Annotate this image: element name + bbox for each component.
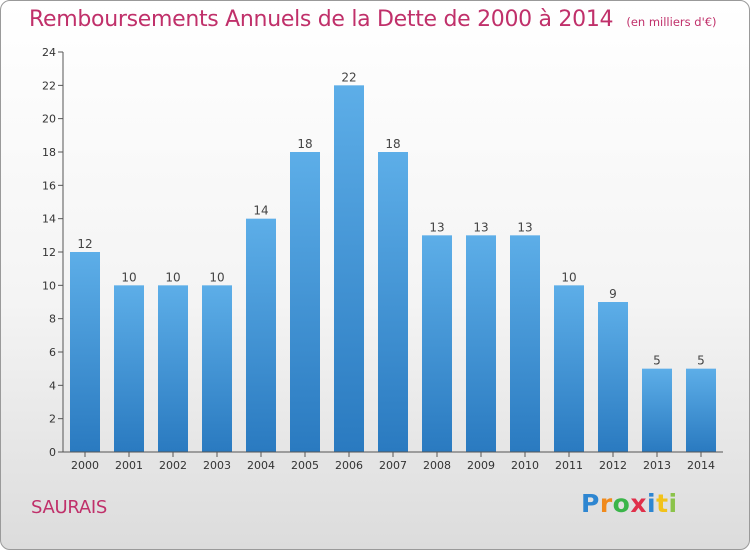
- y-tick-label-6: 6: [49, 346, 56, 359]
- data-label-2003: 10: [209, 270, 224, 284]
- data-label-2012: 9: [609, 287, 617, 301]
- x-tick-label-2002: 2002: [159, 459, 187, 472]
- bar-2012: [598, 302, 628, 452]
- data-label-2000: 12: [77, 237, 92, 251]
- logo-letter: i: [647, 489, 657, 518]
- logo-letter: x: [630, 489, 647, 518]
- bar-2002: [158, 285, 188, 452]
- chart-title: Remboursements Annuels de la Dette de 20…: [29, 7, 717, 32]
- data-label-2009: 13: [473, 220, 488, 234]
- y-tick-label-8: 8: [49, 313, 56, 326]
- data-label-2004: 14: [253, 204, 268, 218]
- bar-2006: [334, 85, 364, 452]
- logo-letter: i: [668, 489, 678, 518]
- data-label-2001: 10: [121, 270, 136, 284]
- x-tick-label-2003: 2003: [203, 459, 231, 472]
- y-tick-label-4: 4: [49, 379, 56, 392]
- x-tick-label-2008: 2008: [423, 459, 451, 472]
- data-label-2013: 5: [653, 354, 661, 368]
- x-tick-label-2007: 2007: [379, 459, 407, 472]
- data-label-2002: 10: [165, 270, 180, 284]
- bar-2008: [422, 235, 452, 452]
- y-tick-label-14: 14: [42, 213, 56, 226]
- x-tick-label-2013: 2013: [643, 459, 671, 472]
- bar-2005: [290, 152, 320, 452]
- x-tick-label-2006: 2006: [335, 459, 363, 472]
- data-label-2008: 13: [429, 220, 444, 234]
- y-tick-label-20: 20: [42, 113, 56, 126]
- x-tick-label-2012: 2012: [599, 459, 627, 472]
- y-tick-label-2: 2: [49, 413, 56, 426]
- bar-2009: [466, 235, 496, 452]
- data-label-2011: 10: [561, 270, 576, 284]
- bar-2011: [554, 285, 584, 452]
- y-tick-label-22: 22: [42, 79, 56, 92]
- subtitle-text: (en milliers d'€): [626, 15, 717, 29]
- bar-2007: [378, 152, 408, 452]
- bar-2003: [202, 285, 232, 452]
- title-text: Remboursements Annuels de la Dette de 20…: [29, 7, 614, 32]
- bar-2014: [686, 368, 716, 452]
- proxiti-logo: Proxiti: [581, 489, 678, 518]
- y-tick-label-24: 24: [42, 46, 56, 59]
- y-tick-label-10: 10: [42, 279, 56, 292]
- x-tick-label-2010: 2010: [511, 459, 539, 472]
- logo-letter: r: [599, 489, 613, 518]
- x-tick-label-2000: 2000: [71, 459, 99, 472]
- bar-2000: [70, 252, 100, 452]
- y-tick-label-18: 18: [42, 146, 56, 159]
- data-label-2005: 18: [297, 137, 312, 151]
- logo-letter: o: [612, 489, 631, 518]
- x-tick-label-2005: 2005: [291, 459, 319, 472]
- y-tick-label-16: 16: [42, 179, 56, 192]
- commune-name: SAURAIS: [31, 497, 107, 518]
- x-tick-label-2014: 2014: [687, 459, 715, 472]
- x-tick-label-2004: 2004: [247, 459, 275, 472]
- x-tick-label-2001: 2001: [115, 459, 143, 472]
- data-label-2007: 18: [385, 137, 400, 151]
- x-tick-label-2009: 2009: [467, 459, 495, 472]
- data-label-2006: 22: [341, 70, 356, 84]
- bars-group: 12 10 10 10 14 18 22 18 13 13 13 10 9 5 5: [70, 70, 716, 452]
- bar-2004: [246, 218, 276, 452]
- y-tick-label-0: 0: [49, 446, 56, 459]
- x-tick-label-2011: 2011: [555, 459, 583, 472]
- data-label-2014: 5: [697, 354, 705, 368]
- axes-group: 2000 2001 2002 2003 2004 2005 2006 2007 2008 2009…: [42, 46, 723, 472]
- bar-2013: [642, 368, 672, 452]
- data-label-2010: 13: [517, 220, 532, 234]
- logo-letter: P: [581, 489, 600, 518]
- y-tick-label-12: 12: [42, 246, 56, 259]
- bar-2001: [114, 285, 144, 452]
- bar-2010: [510, 235, 540, 452]
- logo-letter: t: [656, 489, 669, 518]
